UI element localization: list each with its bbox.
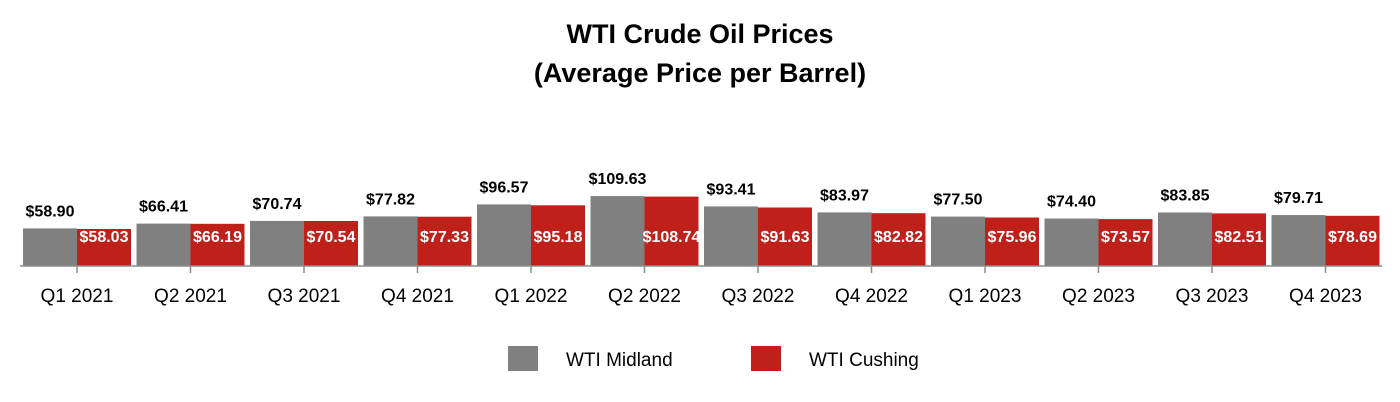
data-label-wti-cushing-q1-2023: $75.96: [988, 229, 1037, 246]
x-tick-label-q3-2022: Q3 2022: [722, 286, 795, 307]
bar-wti-cushing-q2-2021: [190, 223, 245, 266]
data-label-wti-cushing-q2-2023: $73.57: [1101, 229, 1150, 246]
x-tick-label-q2-2022: Q2 2022: [608, 286, 681, 307]
bar-wti-midland-q3-2023: [1158, 212, 1212, 266]
x-tick-label-q3-2021: Q3 2021: [268, 286, 341, 307]
data-label-wti-midland-q4-2021: $77.82: [366, 191, 415, 208]
bar-wti-cushing-q2-2022: [644, 196, 699, 266]
bar-wti-midland-q4-2022: [817, 212, 872, 266]
bar-wti-midland-q1-2022: [477, 204, 531, 266]
x-axis-ticks: Q1 2021 Q2 2021 Q3 2021 Q4 2021 Q1 2022 Q2 20…: [41, 266, 1362, 307]
data-label-wti-cushing-q3-2022: $91.63: [761, 229, 810, 246]
data-label-wti-midland-q3-2021: $70.74: [253, 196, 302, 213]
chart-title: WTI Crude Oil Prices: [566, 19, 833, 49]
bars-group: $58.90 $58.03 $66.41 $66.19 $70.74 $70.54 $77.…: [23, 171, 1380, 266]
bar-wti-midland-q2-2023: [1044, 218, 1099, 266]
legend-swatch-wti-cushing: [751, 346, 781, 371]
x-tick-label-q2-2023: Q2 2023: [1062, 286, 1135, 307]
data-label-wti-midland-q2-2022: $109.63: [589, 171, 647, 188]
x-tick-label-q1-2022: Q1 2022: [495, 286, 568, 307]
data-label-wti-midland-q4-2022: $83.97: [820, 187, 869, 204]
data-label-wti-midland-q2-2021: $66.41: [139, 199, 188, 216]
data-label-wti-cushing-q4-2022: $82.82: [874, 229, 923, 246]
x-tick-label-q4-2022: Q4 2022: [835, 286, 908, 307]
data-label-wti-midland-q3-2022: $93.41: [707, 181, 756, 198]
data-label-wti-cushing-q4-2023: $78.69: [1328, 229, 1377, 246]
data-label-wti-midland-q1-2022: $96.57: [480, 179, 529, 196]
data-label-wti-midland-q1-2021: $58.90: [26, 203, 75, 220]
legend-label-wti-midland: WTI Midland: [566, 350, 673, 371]
data-label-wti-cushing-q2-2021: $66.19: [193, 229, 242, 246]
x-tick-label-q1-2023: Q1 2023: [949, 286, 1022, 307]
data-label-wti-midland-q3-2023: $83.85: [1161, 188, 1210, 205]
bar-wti-midland-q3-2021: [250, 220, 304, 266]
chart-subtitle: (Average Price per Barrel): [534, 58, 866, 88]
data-label-wti-cushing-q2-2022: $108.74: [643, 229, 701, 246]
legend-swatch-wti-midland: [508, 346, 538, 371]
x-tick-label-q3-2023: Q3 2023: [1176, 286, 1249, 307]
bar-wti-cushing-q4-2023: [1325, 215, 1380, 266]
bar-wti-cushing-q1-2022: [531, 205, 585, 266]
bar-wti-cushing-q1-2021: [77, 229, 131, 266]
legend: WTI Midland WTI Cushing: [508, 346, 919, 371]
bar-wti-midland-q2-2021: [136, 223, 191, 266]
legend-label-wti-cushing: WTI Cushing: [809, 350, 919, 371]
x-tick-label-q4-2023: Q4 2023: [1289, 286, 1362, 307]
bar-wti-midland-q1-2021: [23, 228, 77, 266]
x-tick-label-q4-2021: Q4 2021: [381, 286, 454, 307]
bar-wti-cushing-q3-2023: [1212, 213, 1266, 266]
bar-wti-midland-q4-2021: [363, 216, 418, 266]
data-label-wti-cushing-q1-2021: $58.03: [80, 229, 129, 246]
bar-wti-midland-q3-2022: [704, 206, 758, 266]
data-label-wti-midland-q4-2023: $79.71: [1274, 190, 1323, 207]
data-label-wti-cushing-q3-2023: $82.51: [1215, 229, 1264, 246]
x-tick-label-q1-2021: Q1 2021: [41, 286, 114, 307]
bar-wti-cushing-q1-2023: [985, 217, 1039, 266]
bar-wti-cushing-q3-2022: [758, 207, 812, 266]
data-label-wti-cushing-q1-2022: $95.18: [534, 229, 583, 246]
bar-wti-midland-q1-2023: [931, 216, 985, 266]
bar-wti-cushing-q4-2022: [871, 213, 926, 266]
bar-wti-cushing-q3-2021: [304, 221, 358, 266]
data-label-wti-cushing-q4-2021: $77.33: [420, 229, 469, 246]
bar-wti-midland-q2-2022: [590, 196, 645, 266]
bar-wti-midland-q4-2023: [1271, 215, 1326, 266]
bar-wti-cushing-q2-2023: [1098, 219, 1153, 266]
x-tick-label-q2-2021: Q2 2021: [154, 286, 227, 307]
bar-wti-cushing-q4-2021: [417, 216, 472, 266]
data-label-wti-midland-q2-2023: $74.40: [1047, 194, 1096, 211]
data-label-wti-midland-q1-2023: $77.50: [934, 192, 983, 209]
data-label-wti-cushing-q3-2021: $70.54: [307, 229, 356, 246]
